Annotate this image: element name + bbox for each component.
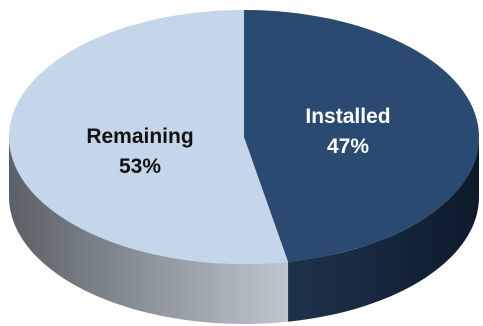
installed-value-label: 47% (327, 135, 369, 158)
pie-top-layer (9, 10, 480, 264)
installed-label: Installed (305, 105, 390, 128)
remaining-slice-side (9, 137, 289, 324)
remaining-value-label: 53% (119, 155, 161, 178)
installed-slice (244, 10, 480, 262)
remaining-label: Remaining (86, 125, 193, 148)
remaining-slice (9, 10, 289, 264)
pie-label-layer: Installed 47% Remaining 53% (86, 105, 390, 178)
pie-side-layer (9, 137, 479, 324)
installed-slice-side (288, 137, 479, 322)
